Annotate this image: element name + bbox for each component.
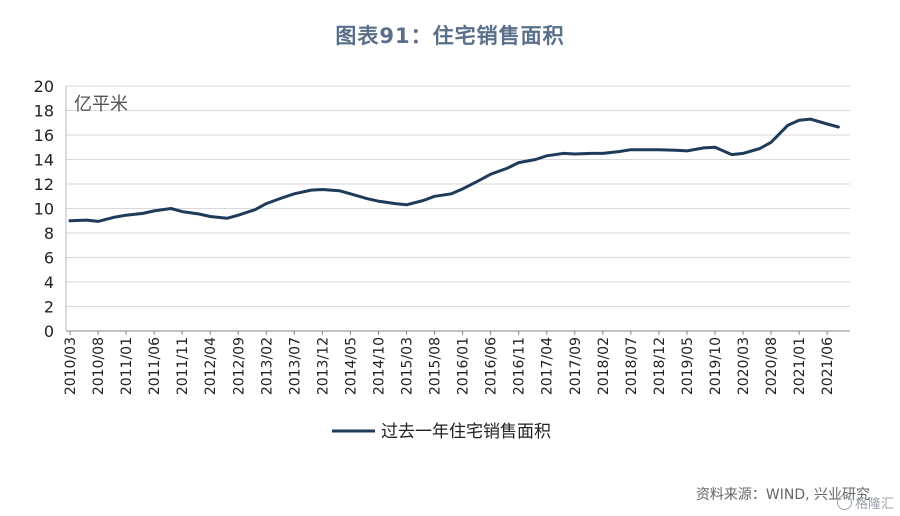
y-tick-label: 14 [34,151,54,170]
x-tick-label: 2011/11 [175,337,191,395]
y-tick-label: 4 [44,273,54,292]
watermark-logo-icon [836,495,852,510]
x-tick-label: 2012/04 [203,337,219,395]
x-tick-label: 2013/07 [287,337,303,395]
y-tick-label: 12 [34,175,54,194]
x-tick-label: 2016/11 [512,337,528,395]
x-tick-label: 2020/08 [764,337,780,395]
unit-label: 亿平米 [74,94,128,115]
x-tick-label: 2014/05 [343,337,359,395]
x-tick-label: 2012/09 [231,337,247,395]
y-tick-label: 10 [34,200,54,219]
y-tick-label: 16 [34,126,54,145]
x-tick-label: 2011/01 [119,337,135,395]
x-tick-label: 2014/10 [371,337,387,395]
y-axis-ticks: 0 2 4 6 8 10 12 14 16 18 20 [34,77,54,341]
x-tick-label: 2019/10 [708,337,724,395]
x-tick-label: 2019/05 [680,337,696,395]
y-tick-label: 18 [34,102,54,121]
y-tick-label: 6 [44,249,54,268]
watermark: 格隆汇 [836,493,894,512]
y-tick-label: 20 [34,77,54,96]
x-tick-label: 2017/04 [540,337,556,395]
x-tick-label: 2010/03 [63,337,79,395]
x-tick-label: 2018/07 [624,337,640,395]
series-line [68,117,840,223]
source-note: 资料来源：WIND, 兴业研究 [695,487,870,503]
x-tick-label: 2016/06 [484,337,500,395]
x-tick-label: 2015/08 [428,337,444,395]
chart-title: 图表91：住宅销售面积 [335,24,565,48]
x-tick-label: 2021/06 [820,337,836,395]
legend-label: 过去一年住宅销售面积 [381,422,551,442]
x-tick-label: 2013/02 [259,337,275,395]
watermark-text: 格隆汇 [854,497,894,512]
y-tick-label: 0 [44,322,54,341]
x-tick-label: 2015/03 [400,337,416,395]
legend: 过去一年住宅销售面积 [332,422,551,442]
grid-lines [66,85,850,332]
x-tick-label: 2010/08 [91,337,107,395]
x-axis-ticks: 2010/03 2010/08 2011/01 2011/06 2011/11 2012/… [63,331,836,395]
x-tick-label: 2018/02 [596,337,612,395]
x-tick-label: 2018/12 [652,337,668,395]
y-tick-label: 2 [44,298,54,317]
x-tick-label: 2017/09 [568,337,584,395]
x-tick-label: 2020/03 [736,337,752,395]
x-tick-label: 2021/01 [792,337,808,395]
x-tick-label: 2011/06 [147,337,163,395]
series-group [68,117,840,223]
x-tick-label: 2016/01 [456,337,472,395]
y-tick-label: 8 [44,224,54,243]
x-tick-label: 2013/12 [315,337,331,395]
x-axis [65,86,850,332]
